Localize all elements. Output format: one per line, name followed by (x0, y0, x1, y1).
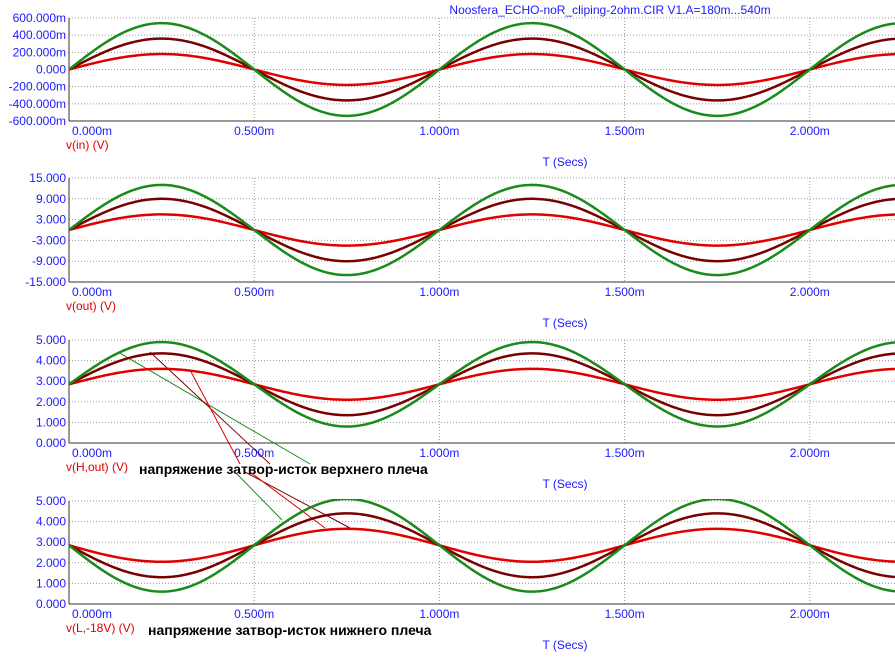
y-tick-label: 0.000 (36, 63, 66, 77)
x-tick-label: 2.000m (790, 607, 830, 621)
y-tick-label: 200.000m (13, 45, 66, 59)
y-tick-label: 0.000 (36, 436, 66, 450)
y-tick-label: 5.000 (36, 494, 66, 508)
x-tick-label: 0.500m (234, 124, 274, 138)
x-axis-label: T (Secs) (542, 477, 587, 491)
x-tick-label: 1.500m (605, 607, 645, 621)
series-line-2 (69, 352, 895, 417)
x-axis-label: T (Secs) (542, 638, 587, 652)
y-tick-label: 1.000 (36, 415, 66, 429)
x-tick-label: 0.000m (72, 607, 112, 621)
x-tick-label: 0.500m (234, 607, 274, 621)
annotation-pointer (117, 351, 311, 465)
series-line-1 (69, 213, 895, 247)
variable-label: v(out) (V) (66, 299, 116, 313)
x-tick-label: 0.000m (72, 124, 112, 138)
y-tick-label: -3.000 (32, 233, 66, 247)
y-tick-label: 4.000 (36, 515, 66, 529)
series-line-3 (69, 183, 895, 277)
y-tick-label: 0.000 (36, 597, 66, 611)
y-tick-label: 3.000 (36, 213, 66, 227)
y-tick-label: -400.000m (9, 97, 66, 111)
x-axis-label: T (Secs) (542, 155, 587, 169)
series-line-1 (69, 52, 895, 87)
y-tick-label: 2.000 (36, 556, 66, 570)
y-tick-label: 15.000 (29, 171, 66, 185)
panel-3: 5.000 4.000 3.000 2.000 1.000 0.000 0.000m 0.50… (36, 333, 895, 491)
y-tick-label: 5.000 (36, 333, 66, 347)
x-tick-label: 1.000m (419, 607, 459, 621)
panel-1: 600.000m 400.000m 200.000m 0.000 -200.000m -4… (9, 11, 895, 169)
annotation-pointer (189, 369, 241, 465)
series-line-2 (69, 197, 895, 263)
y-tick-label: -600.000m (9, 114, 66, 128)
variable-label: v(H,out) (V) (66, 460, 128, 474)
y-tick-label: 4.000 (36, 354, 66, 368)
annotation-text: напряжение затвор-исток нижнего плеча (148, 622, 432, 638)
series-line-1 (69, 527, 895, 564)
series-line-3 (69, 21, 895, 118)
y-tick-label: 600.000m (13, 11, 66, 25)
chart-title: Noosfera_ECHO-noR_cliping-2ohm.CIR V1.A=… (449, 3, 770, 17)
x-tick-label: 1.500m (605, 285, 645, 299)
x-tick-label: 1.000m (419, 446, 459, 460)
panel-2: 15.000 9.000 3.000 -3.000 -9.000 -15.000 0.000… (25, 171, 895, 330)
series-line-2 (69, 37, 895, 102)
series-line-3 (69, 340, 895, 428)
x-tick-label: 1.000m (419, 285, 459, 299)
x-tick-label: 0.000m (72, 446, 112, 460)
x-tick-label: 0.000m (72, 285, 112, 299)
x-tick-label: 0.500m (234, 446, 274, 460)
panel-4: 5.000 4.000 3.000 2.000 1.000 0.000 0.000m 0.50… (36, 471, 895, 652)
series-line-2 (69, 512, 895, 579)
y-tick-label: 1.000 (36, 576, 66, 590)
x-axis-label: T (Secs) (542, 316, 587, 330)
annotation-text: напряжение затвор-исток верхнего плеча (139, 461, 428, 477)
series-line-3 (69, 499, 895, 593)
y-tick-label: 9.000 (36, 192, 66, 206)
y-tick-label: -200.000m (9, 80, 66, 94)
series-line-1 (69, 367, 895, 401)
x-tick-label: 0.500m (234, 285, 274, 299)
annotation-pointer (234, 471, 283, 521)
x-tick-label: 1.500m (605, 124, 645, 138)
variable-label: v(L,-18V) (V) (66, 621, 135, 635)
y-tick-label: 3.000 (36, 535, 66, 549)
y-tick-label: -9.000 (32, 254, 66, 268)
x-tick-label: 2.000m (790, 446, 830, 460)
x-tick-label: 1.000m (419, 124, 459, 138)
y-tick-label: -15.000 (25, 275, 66, 289)
x-tick-label: 2.000m (790, 124, 830, 138)
y-tick-label: 2.000 (36, 395, 66, 409)
x-tick-label: 2.000m (790, 285, 830, 299)
x-tick-label: 1.500m (605, 446, 645, 460)
y-tick-label: 400.000m (13, 28, 66, 42)
y-tick-label: 3.000 (36, 374, 66, 388)
variable-label: v(in) (V) (66, 138, 109, 152)
